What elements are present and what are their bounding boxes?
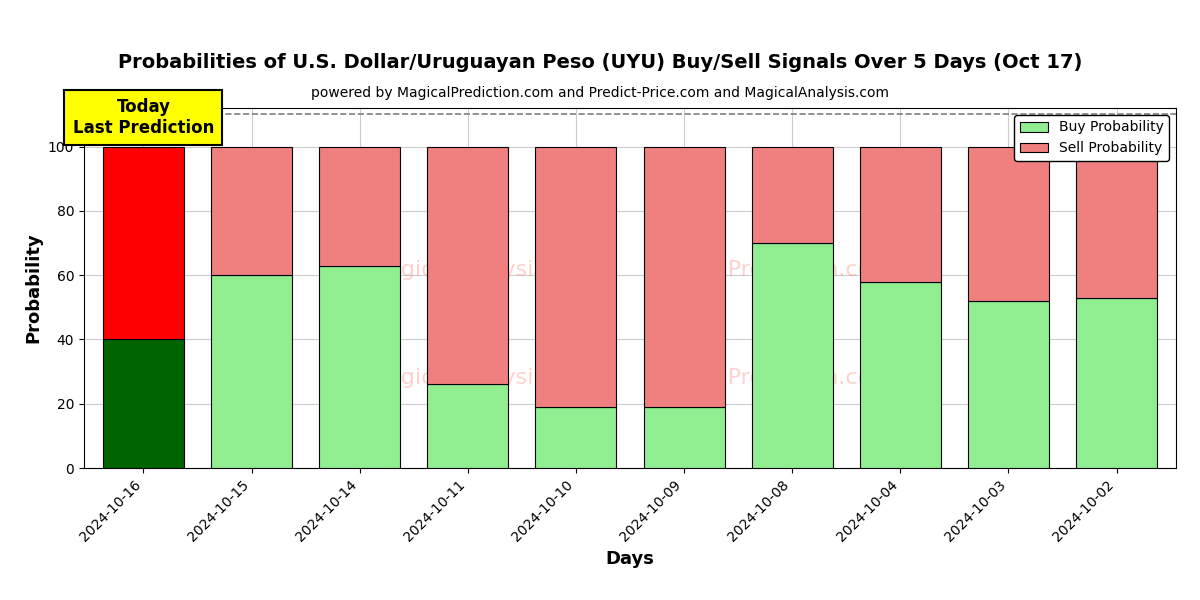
X-axis label: Days: Days <box>606 550 654 568</box>
Bar <box>427 146 509 385</box>
Text: Probabilities of U.S. Dollar/Uruguayan Peso (UYU) Buy/Sell Signals Over 5 Days (: Probabilities of U.S. Dollar/Uruguayan P… <box>118 53 1082 73</box>
Bar <box>211 275 292 468</box>
Text: MagicalAnalysis.com      MagicalPrediction.com: MagicalAnalysis.com MagicalPrediction.co… <box>367 368 893 388</box>
Bar <box>427 385 509 468</box>
Bar <box>968 146 1049 301</box>
Bar <box>103 340 184 468</box>
Bar <box>643 146 725 407</box>
Bar <box>643 407 725 468</box>
Bar <box>1076 146 1157 298</box>
Bar <box>535 407 617 468</box>
Bar <box>751 243 833 468</box>
Bar <box>535 146 617 407</box>
Bar <box>751 146 833 243</box>
Text: powered by MagicalPrediction.com and Predict-Price.com and MagicalAnalysis.com: powered by MagicalPrediction.com and Pre… <box>311 86 889 100</box>
Bar <box>968 301 1049 468</box>
Bar <box>319 265 401 468</box>
Bar <box>859 281 941 468</box>
Bar <box>1076 298 1157 468</box>
Bar <box>859 146 941 281</box>
Text: Today
Last Prediction: Today Last Prediction <box>73 98 214 137</box>
Y-axis label: Probability: Probability <box>24 233 42 343</box>
Legend: Buy Probability, Sell Probability: Buy Probability, Sell Probability <box>1014 115 1169 161</box>
Bar <box>319 146 401 265</box>
Text: MagicalAnalysis.com      MagicalPrediction.com: MagicalAnalysis.com MagicalPrediction.co… <box>367 260 893 280</box>
Bar <box>103 146 184 340</box>
Bar <box>211 146 292 275</box>
